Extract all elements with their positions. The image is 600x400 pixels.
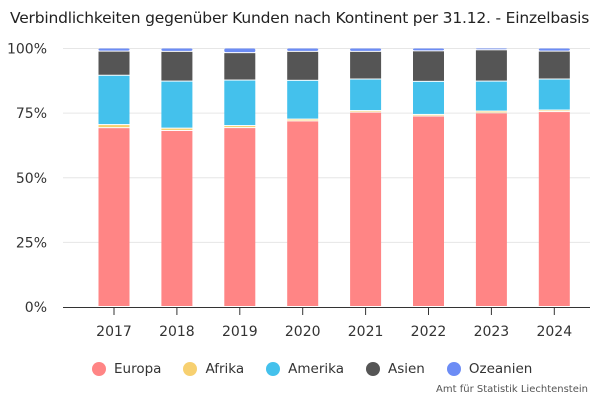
bar-segment-afrika-2023[interactable] bbox=[475, 111, 507, 113]
bar-segment-ozeanien-2018[interactable] bbox=[161, 48, 193, 51]
x-axis: 2017 2018 2019 2020 2021 2022 2023 2024 bbox=[63, 307, 590, 340]
bar-segment-afrika-2024[interactable] bbox=[538, 110, 570, 112]
bar-segment-europa-2024[interactable] bbox=[538, 112, 570, 306]
legend-dot-icon bbox=[446, 362, 461, 376]
chart-title: Verbindlichkeiten gegenüber Kunden nach … bbox=[10, 9, 590, 27]
x-tick-label: 2018 bbox=[159, 324, 195, 340]
legend-label: Afrika bbox=[205, 361, 245, 377]
bar-segment-amerika-2024[interactable] bbox=[538, 79, 570, 110]
y-tick-label: 75% bbox=[16, 106, 47, 122]
legend-item-asien[interactable]: Asien bbox=[365, 361, 425, 377]
legend-item-europa[interactable]: Europa bbox=[92, 361, 161, 377]
x-tick-label: 2019 bbox=[222, 324, 258, 340]
bar-segment-amerika-2021[interactable] bbox=[350, 79, 382, 111]
gridlines bbox=[63, 48, 590, 243]
bar-segment-amerika-2020[interactable] bbox=[287, 80, 319, 119]
bar-segment-asien-2023[interactable] bbox=[475, 50, 507, 81]
bar-segment-asien-2021[interactable] bbox=[350, 51, 382, 79]
bar-segment-amerika-2017[interactable] bbox=[98, 75, 130, 125]
bar-stack-2021 bbox=[350, 48, 382, 306]
bar-segment-asien-2024[interactable] bbox=[538, 51, 570, 79]
bar-segment-europa-2020[interactable] bbox=[287, 121, 319, 306]
bar-segment-amerika-2019[interactable] bbox=[224, 80, 256, 126]
bar-segment-afrika-2021[interactable] bbox=[350, 111, 382, 112]
bar-segment-ozeanien-2023[interactable] bbox=[475, 48, 507, 50]
bar-segment-afrika-2018[interactable] bbox=[161, 128, 193, 130]
bar-segment-afrika-2017[interactable] bbox=[98, 125, 130, 128]
bar-segment-afrika-2022[interactable] bbox=[413, 114, 444, 116]
bar-segment-asien-2019[interactable] bbox=[224, 53, 256, 80]
x-tick-label: 2017 bbox=[96, 324, 132, 340]
bar-segment-asien-2020[interactable] bbox=[287, 51, 319, 80]
bar-segment-ozeanien-2021[interactable] bbox=[350, 48, 382, 51]
bar-segment-ozeanien-2022[interactable] bbox=[413, 48, 444, 51]
bar-segment-ozeanien-2020[interactable] bbox=[287, 48, 319, 51]
legend-dot-icon bbox=[266, 362, 281, 376]
x-tick-label: 2022 bbox=[411, 324, 447, 340]
bar-stack-2024 bbox=[538, 48, 570, 306]
bars bbox=[98, 48, 570, 306]
x-tick-label: 2023 bbox=[474, 324, 510, 340]
bar-segment-europa-2019[interactable] bbox=[224, 128, 256, 306]
bar-segment-amerika-2022[interactable] bbox=[413, 81, 444, 114]
bar-segment-ozeanien-2019[interactable] bbox=[224, 48, 256, 53]
y-tick-label: 0% bbox=[25, 300, 47, 316]
bar-stack-2023 bbox=[475, 48, 507, 306]
bar-stack-2017 bbox=[98, 48, 130, 306]
bar-segment-asien-2017[interactable] bbox=[98, 51, 130, 75]
bar-segment-europa-2018[interactable] bbox=[161, 130, 193, 306]
y-tick-label: 100% bbox=[7, 42, 47, 58]
legend-dot-icon bbox=[365, 362, 380, 376]
source-credit: Amt für Statistik Liechtenstein bbox=[436, 384, 588, 395]
legend-dot-icon bbox=[92, 362, 106, 376]
legend-label: Asien bbox=[387, 361, 425, 377]
bar-segment-afrika-2019[interactable] bbox=[224, 126, 256, 128]
legend-item-amerika[interactable]: Amerika bbox=[266, 361, 344, 377]
bar-segment-asien-2022[interactable] bbox=[413, 51, 444, 81]
legend-label: Ozeanien bbox=[468, 361, 533, 377]
bar-segment-afrika-2020[interactable] bbox=[287, 119, 319, 121]
bar-segment-europa-2022[interactable] bbox=[413, 116, 444, 306]
bar-segment-amerika-2023[interactable] bbox=[475, 81, 507, 111]
x-tick-label: 2021 bbox=[348, 324, 384, 340]
bar-stack-2019 bbox=[224, 48, 256, 306]
y-tick-label: 25% bbox=[16, 235, 47, 251]
y-tick-label: 50% bbox=[16, 171, 47, 187]
legend-label: Amerika bbox=[288, 361, 344, 377]
legend-item-afrika[interactable]: Afrika bbox=[183, 361, 244, 377]
bar-segment-asien-2018[interactable] bbox=[161, 51, 193, 81]
x-tick-label: 2024 bbox=[536, 324, 572, 340]
bar-stack-2020 bbox=[287, 48, 319, 306]
bar-stack-2022 bbox=[413, 48, 444, 306]
bar-segment-europa-2023[interactable] bbox=[475, 113, 507, 306]
bar-segment-europa-2021[interactable] bbox=[350, 112, 382, 306]
bar-stack-2018 bbox=[161, 48, 193, 306]
legend-item-ozeanien[interactable]: Ozeanien bbox=[446, 361, 533, 377]
bar-segment-ozeanien-2017[interactable] bbox=[98, 48, 130, 51]
legend-label: Europa bbox=[114, 361, 162, 377]
bar-segment-ozeanien-2024[interactable] bbox=[538, 48, 570, 51]
bar-segment-amerika-2018[interactable] bbox=[161, 81, 193, 128]
x-tick-label: 2020 bbox=[285, 324, 321, 340]
bar-segment-europa-2017[interactable] bbox=[98, 128, 130, 306]
legend-dot-icon bbox=[183, 362, 198, 376]
legend: Europa Afrika Amerika Asien Ozeanien bbox=[92, 361, 554, 377]
y-axis-ticks: 0% 25% 50% 75% 100% bbox=[7, 42, 47, 317]
